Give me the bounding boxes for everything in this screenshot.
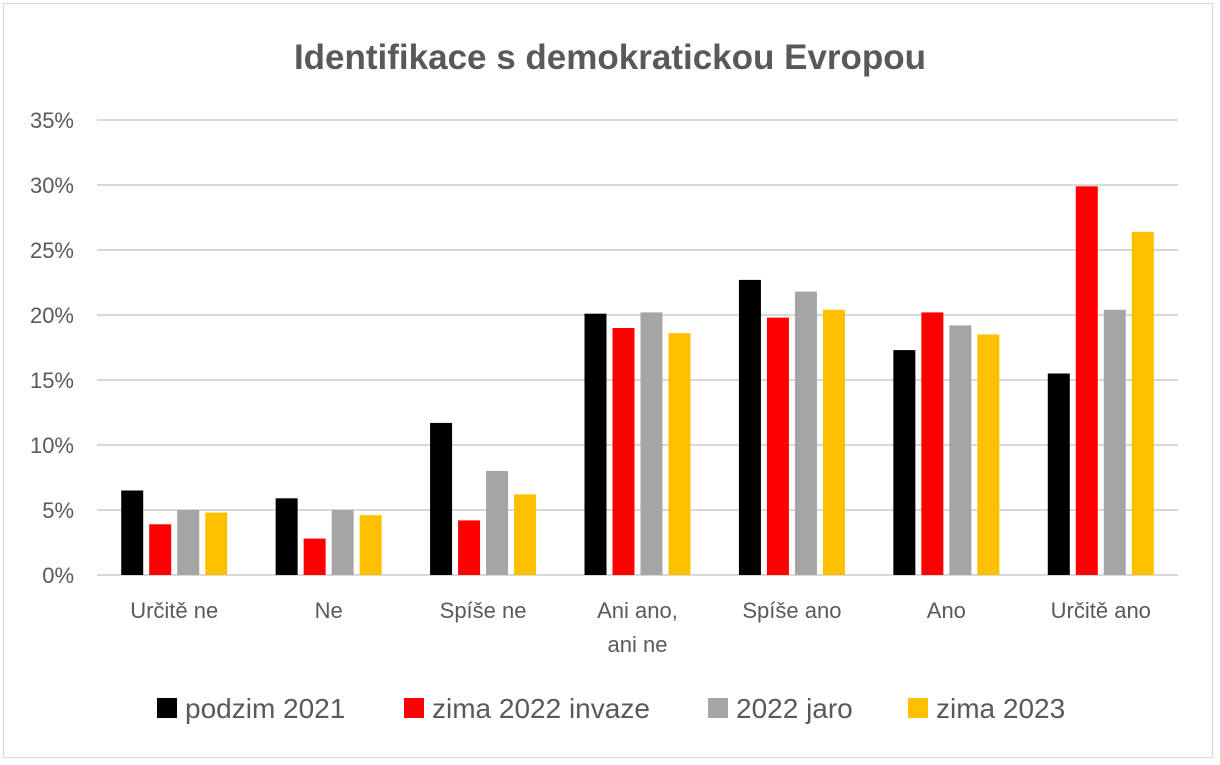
- bar: [121, 490, 144, 575]
- bar: [177, 510, 200, 575]
- x-category-label: Určitě ne: [130, 598, 218, 623]
- bar: [303, 538, 326, 575]
- y-tick-label: 0%: [42, 563, 74, 588]
- bar: [738, 279, 761, 575]
- bar: [275, 498, 298, 575]
- x-category-label: Ani ano, ani ne: [597, 598, 678, 657]
- legend-swatch: [404, 698, 424, 718]
- bar: [893, 350, 916, 575]
- bar: [921, 312, 944, 575]
- legend-label: podzim 2021: [185, 693, 345, 724]
- y-tick-label: 15%: [30, 368, 74, 393]
- y-axis-ticks: 0% 5% 10% 15% 20% 25% 30% 35%: [30, 108, 74, 588]
- bar: [668, 333, 691, 575]
- bar: [794, 291, 817, 575]
- bar: [359, 515, 382, 575]
- x-category-label: Spíše ano: [742, 598, 841, 623]
- bar: [949, 325, 972, 575]
- bar: [1131, 231, 1154, 576]
- x-category-label: Ne: [315, 598, 343, 623]
- bar: [430, 422, 453, 575]
- x-axis-categories: Určitě ne Ne Spíše ne Ani ano, ani ne Spíše a…: [130, 598, 1151, 657]
- chart-title: Identifikace s demokratickou Evropou: [294, 38, 926, 77]
- bar: [640, 312, 663, 575]
- legend-swatch: [908, 698, 928, 718]
- bar: [766, 317, 789, 575]
- bar: [1075, 186, 1098, 576]
- bar: [514, 494, 537, 575]
- legend-swatch: [708, 698, 728, 718]
- legend-label: zima 2023: [936, 693, 1065, 724]
- bar: [149, 524, 172, 575]
- y-tick-label: 35%: [30, 108, 74, 133]
- bars: [121, 186, 1154, 576]
- bar: [612, 328, 635, 575]
- legend: podzim 2021 zima 2022 invaze 2022 jaro zima…: [157, 693, 1065, 724]
- x-category-label: Spíše ne: [440, 598, 527, 623]
- y-tick-label: 5%: [42, 498, 74, 523]
- y-tick-label: 10%: [30, 433, 74, 458]
- x-category-label: Určitě ano: [1051, 598, 1151, 623]
- y-tick-label: 30%: [30, 173, 74, 198]
- bar: [584, 313, 607, 575]
- bar: [331, 510, 354, 575]
- bar: [822, 309, 845, 575]
- bar: [977, 334, 1000, 575]
- bar: [1103, 309, 1126, 575]
- x-category-label: Ano: [927, 598, 966, 623]
- legend-swatch: [157, 698, 177, 718]
- legend-label: 2022 jaro: [736, 693, 853, 724]
- legend-label: zima 2022 invaze: [432, 693, 650, 724]
- bar: [458, 520, 481, 575]
- y-tick-label: 20%: [30, 303, 74, 328]
- bar: [1047, 373, 1070, 575]
- y-tick-label: 25%: [30, 238, 74, 263]
- bar: [486, 471, 509, 575]
- bar: [205, 512, 228, 575]
- gridlines: [97, 119, 1178, 576]
